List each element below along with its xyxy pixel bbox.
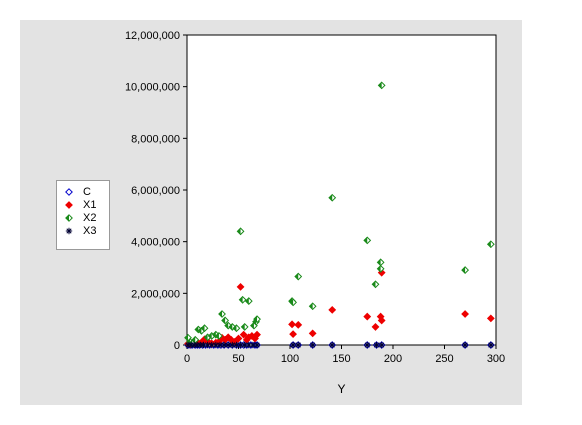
data-point-x2 <box>240 323 249 331</box>
data-point-x2 <box>215 332 223 340</box>
data-point-x2 <box>238 295 247 304</box>
x-tick-label: 50 <box>232 353 244 365</box>
data-point-x2 <box>236 227 245 236</box>
y-tick-label: 6,000,000 <box>131 185 180 197</box>
data-point-x1 <box>288 320 296 329</box>
data-point-x1 <box>239 330 248 339</box>
y-tick-label: 2,000,000 <box>131 288 180 300</box>
data-point-x2 <box>218 310 226 318</box>
data-point-x2 <box>377 81 386 90</box>
data-point-x2 <box>461 266 470 274</box>
y-tick-label: 0 <box>174 340 180 352</box>
data-point-x1 <box>371 323 380 331</box>
data-point-x1 <box>234 334 243 343</box>
x-axis-title: Y <box>337 382 345 396</box>
y-tick-label: 8,000,000 <box>131 133 180 145</box>
legend-marker-shape <box>65 187 73 196</box>
series-x3 <box>184 341 495 349</box>
series-x2 <box>184 81 495 348</box>
data-point-x1 <box>486 314 495 323</box>
x-tick-label: 200 <box>384 353 402 365</box>
legend-item-c: C <box>63 185 109 198</box>
data-point-x2 <box>200 324 209 333</box>
y-tick-label: 10,000,000 <box>125 82 180 94</box>
data-point-x3 <box>253 341 261 349</box>
legend-marker-c <box>65 187 73 196</box>
data-point-x2 <box>289 298 297 307</box>
data-point-x3 <box>378 341 385 349</box>
data-point-x3 <box>364 341 371 349</box>
data-point-x1 <box>236 282 245 291</box>
plot-frame <box>186 34 497 346</box>
legend-item-x3: X3 <box>63 224 109 237</box>
legend-marker-x1 <box>65 200 73 209</box>
data-point-x3 <box>295 341 302 349</box>
data-point-x1 <box>461 310 470 318</box>
data-point-x2 <box>363 236 372 245</box>
data-point-x2 <box>294 272 303 281</box>
data-point-x2 <box>376 264 385 273</box>
legend-label: C <box>83 185 91 198</box>
data-point-x3 <box>461 341 469 349</box>
data-point-x1 <box>308 329 317 338</box>
data-point-x2 <box>308 302 317 311</box>
data-point-x2 <box>228 323 237 331</box>
y-tick-label: 12,000,000 <box>125 30 180 42</box>
legend-label: X3 <box>83 224 97 237</box>
data-point-x1 <box>294 320 303 329</box>
data-point-x1 <box>289 330 297 339</box>
data-point-x1 <box>253 330 261 339</box>
x-tick-label: 250 <box>435 353 453 365</box>
legend-marker-shape <box>65 213 73 222</box>
data-point-x2 <box>221 316 230 325</box>
chart-window: 0 2,000,000 4,000,000 6,000,000 8,000,000 10,… <box>20 20 522 405</box>
data-point-x2 <box>371 280 380 289</box>
data-point-x2 <box>253 315 261 324</box>
legend-item-x2: X2 <box>63 211 109 224</box>
legend-label: X1 <box>83 198 97 211</box>
data-point-x1 <box>363 312 372 321</box>
data-point-x1 <box>328 305 337 314</box>
x-tick-label: 100 <box>281 353 299 365</box>
data-point-x2 <box>328 193 337 202</box>
legend-marker-x3 <box>65 227 73 234</box>
x-tick-label: 300 <box>487 353 505 365</box>
legend: C X1 X2 X3 <box>56 180 110 250</box>
legend-label: X2 <box>83 211 97 224</box>
legend-item-x1: X1 <box>63 198 109 211</box>
data-point-x2 <box>486 240 495 249</box>
legend-marker-shape <box>65 227 73 234</box>
legend-marker-shape <box>65 200 73 209</box>
data-point-x3 <box>220 341 228 349</box>
data-point-x3 <box>487 341 495 349</box>
data-point-x1 <box>377 316 386 325</box>
x-tick-label: 150 <box>332 353 350 365</box>
x-tick-label: 0 <box>184 353 190 365</box>
data-point-x2 <box>244 297 253 305</box>
data-point-x3 <box>249 341 257 349</box>
data-point-x2 <box>232 324 241 333</box>
data-point-x3 <box>329 341 336 349</box>
data-point-x3 <box>309 341 316 349</box>
y-tick-label: 4,000,000 <box>131 237 180 249</box>
scatter-chart: 0 2,000,000 4,000,000 6,000,000 8,000,000 10,… <box>125 30 505 396</box>
legend-marker-x2 <box>65 213 73 222</box>
data-point-x3 <box>216 341 224 349</box>
